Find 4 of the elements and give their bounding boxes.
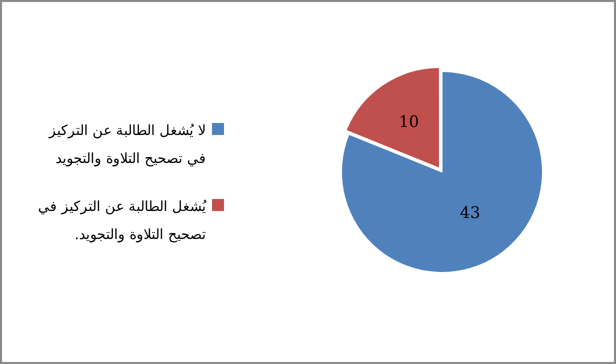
legend-label: يُشغل الطالبة عن التركيز في تصحيح التلاوة والتجويد. [37,198,206,245]
legend-label: لا يُشغل الطالبة عن التركيز في تصحيح التلاوة والتجويد [47,122,206,169]
data-label: 43 [460,202,480,222]
data-label: 10 [398,112,420,132]
